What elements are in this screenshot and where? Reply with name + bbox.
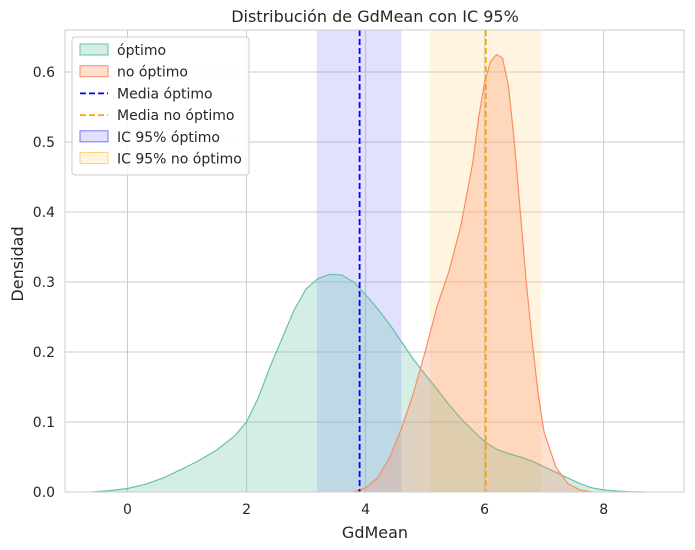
legend-swatch: [79, 152, 109, 164]
density-line: [91, 273, 646, 493]
density-areas: [91, 53, 646, 493]
plot-border: [64, 29, 685, 493]
y-tick-label: 0.0: [33, 485, 55, 501]
legend: óptimo no óptimo Media óptimo Media no ópti…: [71, 36, 250, 176]
mean-lines: [358, 30, 487, 492]
x-tick-label: 8: [599, 502, 608, 518]
y-tick-label: 0.5: [33, 135, 55, 151]
legend-label: no óptimo: [117, 65, 188, 81]
y-tick-label: 0.2: [33, 345, 55, 361]
x-tick-label: 6: [480, 502, 489, 518]
legend-label: Media óptimo: [117, 86, 213, 102]
y-tick-label: 0.3: [33, 275, 55, 291]
grid: [65, 30, 684, 493]
x-tick-label: 4: [361, 502, 370, 518]
y-axis-ticks: 0.0 0.1 0.2 0.3 0.4 0.5 0.6: [33, 65, 55, 501]
legend-label: Media no óptimo: [117, 108, 234, 124]
chart-title: Distribución de GdMean con IC 95%: [231, 7, 519, 26]
legend-swatch: [79, 130, 109, 143]
legend-swatch: [79, 65, 109, 78]
density-area: [353, 54, 592, 492]
density-line: [353, 53, 592, 493]
y-tick-label: 0.4: [33, 205, 55, 221]
x-tick-label: 0: [123, 502, 132, 518]
plot-frame: [64, 29, 685, 493]
legend-label: óptimo: [117, 43, 166, 59]
x-tick-label: 2: [242, 502, 251, 518]
legend-box: [71, 36, 250, 176]
y-tick-label: 0.1: [33, 415, 55, 431]
legend-label: IC 95% no óptimo: [117, 152, 242, 168]
x-axis-ticks: 0 2 4 6 8: [123, 502, 608, 518]
density-area: [91, 274, 646, 492]
y-axis-label: Densidad: [8, 226, 27, 301]
y-tick-label: 0.6: [33, 65, 55, 81]
x-axis-label: GdMean: [342, 523, 408, 542]
legend-label: IC 95% óptimo: [117, 130, 220, 146]
legend-swatch: [79, 43, 109, 56]
